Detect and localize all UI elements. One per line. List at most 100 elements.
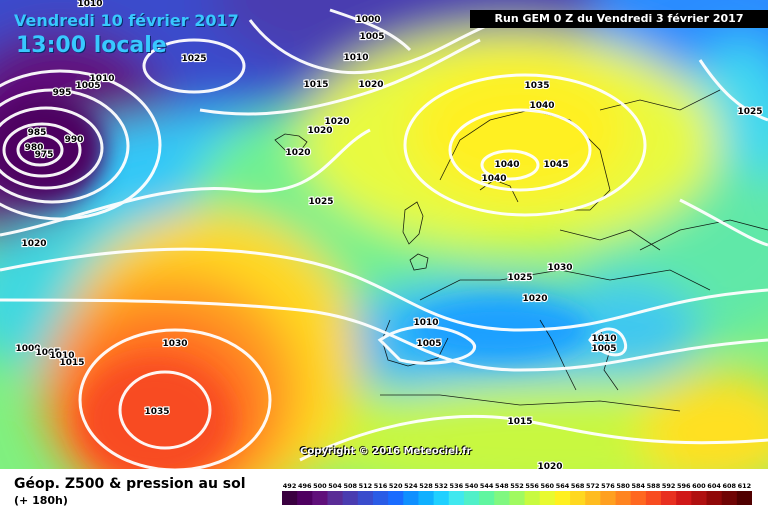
isobar-label: 1015	[303, 80, 328, 90]
legend-swatch	[630, 491, 647, 505]
legend-swatch	[403, 491, 419, 505]
isobar-label: 1025	[181, 54, 206, 64]
isobar-label: 980	[25, 143, 44, 153]
isobar-label: 1020	[21, 239, 46, 249]
legend-swatch	[615, 491, 632, 505]
isobar-label: 1020	[307, 126, 332, 136]
legend-value: 604	[707, 482, 721, 490]
legend-value: 524	[404, 482, 418, 490]
isobar-label: 1005	[416, 339, 441, 349]
isobar-label: 975	[35, 150, 54, 160]
isobar-label: 1005	[35, 348, 60, 358]
legend-swatch	[736, 491, 752, 505]
isobar-label: 1025	[507, 273, 532, 283]
legend-swatch	[448, 491, 465, 505]
forecast-time-title: 13:00 locale	[16, 33, 167, 58]
legend-swatch	[524, 491, 541, 505]
legend-title: Géop. Z500 & pression au sol	[14, 476, 246, 492]
isobar-label: 1040	[481, 174, 506, 184]
isobar-label: 1020	[537, 462, 562, 469]
legend-swatch	[479, 491, 495, 505]
forecast-hour: (+ 180h)	[14, 494, 68, 507]
isobar-label: 985	[28, 128, 47, 138]
legend-swatch	[721, 491, 738, 505]
legend-value: 560	[541, 482, 555, 490]
isobar-label: 1040	[529, 101, 554, 111]
legend-value: 568	[571, 482, 585, 490]
legend-value: 564	[556, 482, 570, 490]
legend-swatch	[691, 491, 708, 505]
legend-swatch	[539, 491, 556, 505]
forecast-date-title: Vendredi 10 février 2017	[14, 11, 239, 30]
legend-swatch	[645, 491, 662, 505]
legend-value: 596	[677, 482, 691, 490]
legend-swatch	[585, 491, 601, 505]
isobar-label: 1005	[591, 344, 616, 354]
isobar-label: 1015	[59, 358, 84, 368]
legend-value: 508	[343, 482, 357, 490]
legend-swatch	[463, 491, 480, 505]
isobar-label: 1025	[308, 197, 333, 207]
legend-value: 552	[510, 482, 524, 490]
legend-value: 512	[359, 482, 373, 490]
legend-value: 612	[738, 482, 752, 490]
isobar-label: 1000	[355, 15, 380, 25]
color-scale-legend: 492 496 500 504 508 512 516 520 524 528 532 536 540 5…	[282, 482, 752, 505]
legend-value: 532	[434, 482, 448, 490]
legend-swatch	[357, 491, 374, 505]
legend-value: 536	[450, 482, 464, 490]
isobar-label: 1025	[737, 107, 762, 117]
isobar-label: 1010	[591, 334, 616, 344]
legend-value: 504	[328, 482, 342, 490]
legend-swatch	[706, 491, 723, 505]
legend-value: 516	[374, 482, 388, 490]
legend-value: 556	[525, 482, 539, 490]
copyright-notice: Copyright © 2016 Meteociel.fr	[300, 446, 472, 457]
isobar-label: 1010	[77, 0, 102, 9]
legend-value: 496	[298, 482, 312, 490]
legend-swatch	[327, 491, 344, 505]
legend-swatch	[418, 491, 435, 505]
legend-swatch	[372, 491, 389, 505]
legend-value: 572	[586, 482, 600, 490]
legend-value: 500	[313, 482, 327, 490]
legend-swatch	[388, 491, 404, 505]
isobar-label: 1015	[507, 417, 532, 427]
isobar-label: 1005	[359, 32, 384, 42]
isobar-label: 1020	[324, 117, 349, 127]
isobar-label: 1020	[285, 148, 310, 158]
legend-swatch	[297, 491, 313, 505]
isobar-label: 1030	[547, 263, 572, 273]
isobar-label: 1010	[89, 74, 114, 84]
legend-swatch	[661, 491, 677, 505]
legend-swatch	[554, 491, 571, 505]
legend-swatch	[342, 491, 359, 505]
legend-swatch	[676, 491, 692, 505]
isobar-label: 1005	[75, 81, 100, 91]
legend-value: 548	[495, 482, 509, 490]
model-run-label: Run GEM 0 Z du Vendredi 3 février 2017	[470, 10, 768, 28]
legend-value: 580	[616, 482, 630, 490]
legend-value: 576	[601, 482, 615, 490]
legend-value: 492	[283, 482, 297, 490]
legend-swatch	[570, 491, 586, 505]
legend-value: 584	[632, 482, 646, 490]
isobar-label: 1030	[162, 339, 187, 349]
isobar-label: 1000	[15, 344, 40, 354]
isobar-label: 990	[65, 135, 84, 145]
legend-value: 588	[647, 482, 661, 490]
legend-value: 608	[722, 482, 736, 490]
isobar-label: 1010	[49, 351, 74, 361]
legend-value: 528	[419, 482, 433, 490]
isobar-label: 1045	[543, 160, 568, 170]
legend-swatch	[312, 491, 328, 505]
legend-swatch	[282, 491, 298, 505]
isobar-label: 1020	[358, 80, 383, 90]
legend-value: 520	[389, 482, 403, 490]
legend-swatch	[600, 491, 617, 505]
legend-value: 592	[662, 482, 676, 490]
isobar-label: 1035	[524, 81, 549, 91]
